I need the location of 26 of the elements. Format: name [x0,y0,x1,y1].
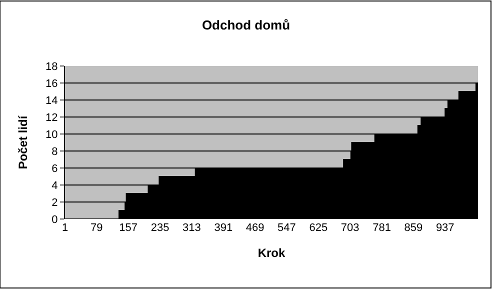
x-axis-title: Krok [258,246,286,260]
y-tick-label: 10 [46,128,58,141]
x-tick-label: 313 [182,222,201,234]
y-axis-title: Počet lidí [16,115,30,170]
y-tick-label: 4 [52,180,58,192]
x-tick-label: 157 [119,222,138,234]
y-tick-label: 12 [46,112,58,124]
x-tick-label: 235 [150,222,170,234]
x-tick-label: 625 [309,222,328,234]
y-tick-label: 2 [52,196,58,209]
y-tick-label: 6 [52,162,58,175]
x-tick-label: 703 [340,222,360,234]
chart-title: Odchod domů [202,17,290,32]
x-tick-label: 391 [214,222,233,234]
x-tick-label: 79 [90,222,103,234]
x-tick-label: 1 [62,222,68,234]
y-tick-label: 16 [46,78,58,90]
y-tick-label: 0 [52,214,58,226]
y-tick-label: 18 [46,60,58,73]
x-tick-label: 781 [372,222,391,234]
x-tick-label: 859 [404,222,423,234]
y-tick-label: 8 [52,146,58,158]
x-tick-label: 937 [436,222,454,234]
y-tick-label: 14 [46,94,58,107]
x-tick-label: 469 [246,222,264,234]
x-tick-label: 547 [278,222,296,234]
